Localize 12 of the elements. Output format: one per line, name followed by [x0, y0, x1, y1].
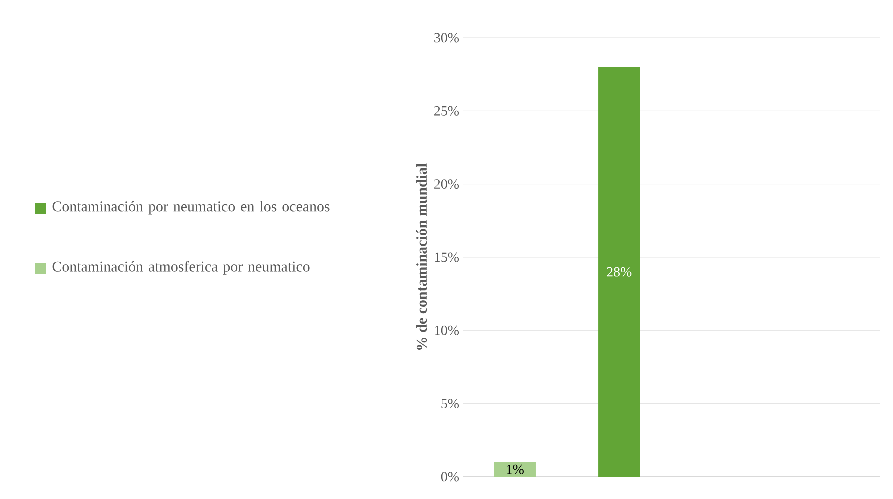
legend-label: Contaminación atmosferica por neumatico: [52, 261, 310, 275]
data-label: 28%: [607, 267, 632, 277]
y-tick-label: 25%: [434, 106, 460, 116]
y-tick-label: 30%: [434, 33, 460, 43]
data-label: 1%: [507, 464, 524, 474]
y-tick-label: 0%: [441, 472, 460, 482]
y-tick-label: 15%: [435, 252, 460, 262]
y-tick-label: 5%: [442, 399, 460, 409]
legend-label: Contaminación por neumatico en los oceanos: [52, 201, 330, 215]
y-axis-title: % de contaminación mundial: [416, 164, 428, 350]
y-tick-label: 20%: [434, 180, 460, 190]
y-tick-label: 10%: [435, 326, 460, 336]
